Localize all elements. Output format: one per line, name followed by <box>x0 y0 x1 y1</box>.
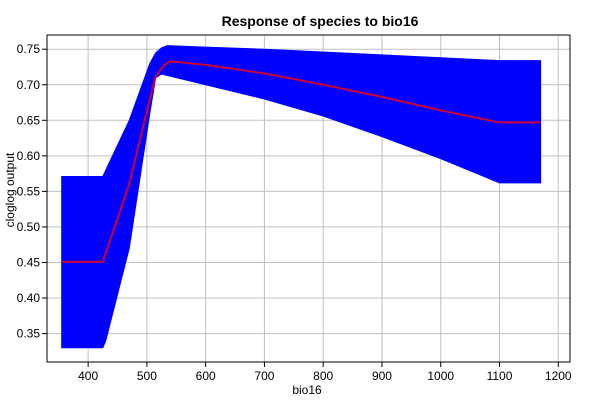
y-tick-label: 0.75 <box>17 42 41 56</box>
y-tick-label: 0.55 <box>17 184 41 198</box>
y-tick-label: 0.50 <box>17 220 41 234</box>
y-tick-label: 0.45 <box>17 255 41 269</box>
x-tick-label: 700 <box>254 369 274 383</box>
x-tick-label: 400 <box>78 369 98 383</box>
y-tick-label: 0.60 <box>17 149 41 163</box>
plot-frame <box>46 34 571 363</box>
confidence-band <box>61 45 542 349</box>
x-axis-ticks: 400 500 600 700 800 900 1000 1100 1200 <box>78 362 572 383</box>
x-tick-label: 900 <box>372 369 392 383</box>
mean-response-line <box>61 60 541 263</box>
y-axis-ticks: 0.35 0.40 0.45 0.50 0.55 0.60 0.65 0.70 0.75 <box>17 42 47 341</box>
x-tick-label: 1000 <box>427 369 454 383</box>
y-axis-label: cloglog output <box>3 152 17 227</box>
band-area <box>61 45 542 349</box>
x-tick-label: 500 <box>137 369 157 383</box>
chart-title: Response of species to bio16 <box>222 13 419 29</box>
y-tick-label: 0.65 <box>17 113 41 127</box>
y-tick-label: 0.40 <box>17 291 41 305</box>
x-tick-label: 800 <box>313 369 333 383</box>
mean-line <box>61 60 541 263</box>
y-tick-label: 0.70 <box>17 78 41 92</box>
x-axis-label: bio16 <box>292 383 322 397</box>
y-tick-label: 0.35 <box>17 327 41 341</box>
x-tick-label: 600 <box>196 369 216 383</box>
x-tick-label: 1100 <box>487 369 513 383</box>
x-tick-label: 1200 <box>545 369 572 383</box>
